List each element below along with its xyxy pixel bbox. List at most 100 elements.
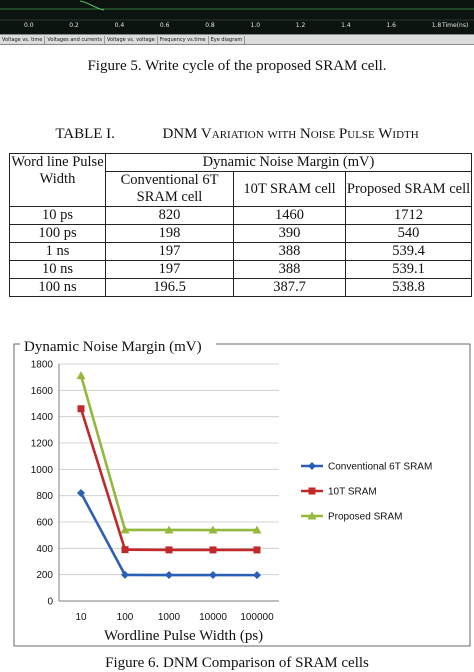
data-point-triangle: [120, 525, 130, 534]
legend-label: Proposed SRAM: [328, 512, 402, 523]
cell-proposed: 539.4: [345, 242, 472, 261]
chart-title-backing: [20, 337, 216, 355]
cell-conventional: 196.5: [105, 278, 234, 297]
cell-proposed: 538.8: [345, 278, 472, 297]
x-tick-label: 100000: [240, 612, 274, 623]
data-point-square: [209, 546, 217, 554]
legend-label: 10T SRAM: [328, 487, 377, 498]
row-width: 100 ns: [9, 278, 106, 297]
header-dnm-group: Dynamic Noise Margin (mV): [105, 153, 472, 172]
cell-conventional: 197: [105, 242, 234, 261]
data-point-triangle: [208, 525, 218, 534]
row-width: 10 ps: [9, 206, 106, 225]
data-point-square: [121, 546, 129, 554]
time-tick-label: 1.4: [341, 22, 351, 29]
legend-label: Conventional 6T SRAM: [328, 462, 432, 473]
y-tick-label: 800: [36, 491, 53, 502]
figure5-caption: Figure 5. Write cycle of the proposed SR…: [87, 58, 387, 74]
time-tick-label: 1.0: [250, 22, 261, 29]
time-tick-label: 1.6: [386, 22, 396, 29]
data-point-square: [77, 405, 85, 413]
y-tick-label: 200: [36, 570, 53, 581]
data-point-diamond: [121, 570, 129, 579]
table-title-text: DNM Variation with Noise Pulse Width: [162, 126, 419, 142]
cell-proposed: 540: [345, 224, 472, 243]
dnm-line-chart: 0 200 400 600 800 1000 1200 1400 1600 1800 10 100 10…: [13, 337, 471, 647]
table-subheader-row: Conventional 6T SRAM cell 10T SRAM cell …: [10, 171, 472, 207]
time-tick-label: 1.8: [431, 22, 442, 29]
series-lines: [76, 371, 317, 580]
gridlines: [59, 363, 279, 602]
chart-title: Dynamic Noise Margin (mV): [24, 339, 202, 355]
tick-labels: 0 200 400 600 800 1000 1200 1400 1600 1800 10 100 10…: [31, 360, 274, 624]
y-tick-label: 1600: [31, 386, 54, 397]
cell-10t: 1460: [233, 206, 346, 225]
figure6-caption: Figure 6. DNM Comparison of SRAM cells: [105, 655, 369, 671]
time-tick-label: 0.2: [69, 22, 79, 29]
y-tick-label: 1800: [31, 360, 54, 371]
data-point-square: [253, 546, 261, 554]
simulator-tab-bar: Voltage vs. time Voltages and currents Vol…: [0, 34, 474, 45]
cell-conventional: 198: [105, 224, 234, 243]
table-header-row: Word line Pulse Width Dynamic Noise Marg…: [9, 153, 472, 207]
data-point-diamond: [253, 571, 261, 580]
cell-proposed: 539.1: [345, 260, 472, 279]
table-title: TABLE I. DNM Variation with Noise Pulse …: [0, 126, 474, 143]
cell-conventional: 820: [105, 206, 234, 225]
data-point-triangle: [164, 525, 174, 534]
series-line: [79, 492, 258, 577]
dnm-table: Word line Pulse Width Dynamic Noise Marg…: [9, 153, 472, 297]
y-tick-label: 1000: [31, 465, 54, 476]
chart-frame: [13, 343, 471, 647]
time-tick-label: 0.8: [205, 22, 215, 29]
simulator-tab[interactable]: Eye diagram: [209, 35, 246, 44]
simulator-tab[interactable]: Voltage vs. time: [0, 35, 46, 44]
simulator-waveform-strip: 0.0 0.2 0.4 0.6 0.8 1.0 1.2 1.4 1.6 1.8 Time(ns): [0, 0, 474, 34]
cell-10t: 387.7: [233, 278, 346, 297]
data-point-triangle: [76, 371, 86, 380]
waveform-trace: [0, 0, 474, 21]
cell-conventional: 197: [105, 260, 234, 279]
y-tick-label: 1200: [31, 439, 54, 450]
table-row: 100 ns 196.5 387.7 538.8: [9, 278, 472, 297]
table-row: 10 ns 197 388 539.1: [9, 260, 472, 279]
time-tick-label: 0.6: [159, 22, 170, 29]
x-tick-label: 10: [75, 612, 87, 623]
header-proposed: Proposed SRAM cell: [345, 171, 472, 207]
data-point-diamond: [77, 489, 85, 498]
header-pulse-width: Word line Pulse Width: [9, 153, 106, 207]
table-row: 100 ps 198 390 540: [9, 224, 472, 243]
cell-10t: 388: [233, 242, 346, 261]
table-row: 1 ns 197 388 539.4: [9, 242, 472, 261]
legend: Conventional 6T SRAM 10T SRAM Proposed SRA…: [301, 462, 432, 523]
cell-proposed: 1712: [345, 206, 472, 225]
header-conventional: Conventional 6T SRAM cell: [105, 171, 234, 207]
time-axis-label: Time(ns): [442, 22, 469, 29]
table-row: 10 ps 820 1460 1712: [9, 206, 472, 225]
header-10t: 10T SRAM cell: [233, 171, 346, 207]
x-tick-label: 100: [117, 612, 134, 623]
simulator-tab[interactable]: Voltage vs. voltage: [105, 35, 158, 44]
simulator-tab[interactable]: Frequency vs.time: [158, 35, 209, 44]
cell-10t: 390: [233, 224, 346, 243]
simulator-tab[interactable]: Voltages and currents: [45, 35, 105, 44]
table-title-prefix: TABLE I.: [55, 126, 115, 142]
time-tick-label: 0.0: [24, 22, 34, 29]
y-tick-label: 600: [36, 518, 53, 529]
series-line: [79, 375, 258, 532]
time-tick-label: 0.4: [114, 22, 125, 29]
data-point-square: [165, 546, 173, 554]
row-width: 1 ns: [9, 242, 106, 261]
x-axis-title-backing: [100, 625, 300, 643]
y-tick-label: 400: [36, 544, 53, 555]
time-tick-label: 1.2: [295, 22, 306, 29]
data-point-diamond: [209, 571, 217, 580]
y-tick-label: 1400: [31, 412, 54, 423]
data-point-diamond: [165, 571, 173, 580]
x-tick-label: 10000: [199, 612, 227, 623]
x-tick-label: 1000: [158, 612, 181, 623]
row-width: 10 ns: [9, 260, 106, 279]
y-tick-label: 0: [47, 597, 53, 608]
cell-10t: 388: [233, 260, 346, 279]
x-axis-title: Wordline Pulse Width (ps): [104, 628, 263, 644]
